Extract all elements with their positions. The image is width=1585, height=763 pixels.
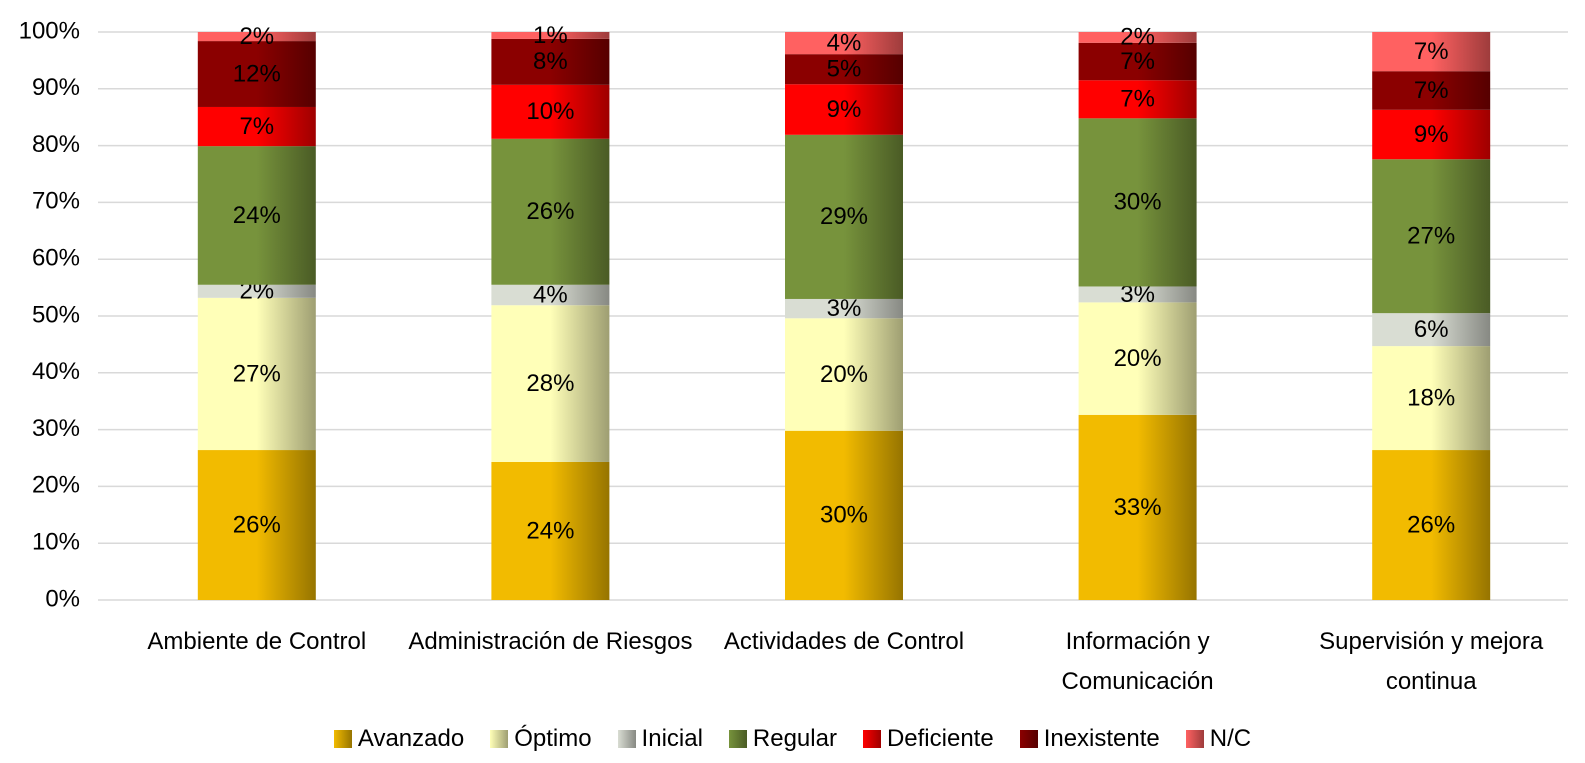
data-label: 27% <box>1407 223 1455 250</box>
data-label: 2% <box>1120 24 1155 51</box>
data-label: 7% <box>1414 77 1449 104</box>
data-label: 5% <box>827 56 862 83</box>
legend-item: Inexistente <box>1020 725 1160 753</box>
y-tick-label: 80% <box>32 131 80 158</box>
data-label: 7% <box>1414 38 1449 65</box>
x-tick-label: Ambiente de Control <box>111 622 403 662</box>
data-label: 20% <box>1114 345 1162 372</box>
data-label: 26% <box>526 198 574 225</box>
page: 0% 10% 20% 30% 40% 50% 60% 70% 80% 90% 100% 26% 27% 2… <box>0 0 1585 763</box>
y-tick-label: 60% <box>32 245 80 272</box>
legend-item: Regular <box>729 725 837 753</box>
y-tick-label: 30% <box>32 415 80 442</box>
data-label: 2% <box>239 23 274 50</box>
data-label: 33% <box>1114 494 1162 521</box>
y-tick-label: 100% <box>19 17 80 44</box>
legend-label: Regular <box>753 725 837 753</box>
data-label: 24% <box>233 202 281 229</box>
data-label: 18% <box>1407 384 1455 411</box>
legend-swatch <box>490 730 508 748</box>
legend-swatch <box>1020 730 1038 748</box>
x-tick-label: Actividades de Control <box>698 622 990 662</box>
legend-item: Inicial <box>618 725 703 753</box>
legend-swatch <box>334 730 352 748</box>
legend-label: Avanzado <box>358 725 464 753</box>
data-label: 30% <box>820 502 868 529</box>
data-label: 7% <box>239 113 274 140</box>
legend-swatch <box>618 730 636 748</box>
legend-label: Inicial <box>642 725 703 753</box>
legend-swatch <box>1186 730 1204 748</box>
data-label: 26% <box>233 511 281 538</box>
legend-label: Inexistente <box>1044 725 1160 753</box>
data-label: 7% <box>1120 86 1155 113</box>
data-label: 9% <box>1414 121 1449 148</box>
y-tick-label: 10% <box>32 529 80 556</box>
legend-swatch <box>863 730 881 748</box>
data-label: 30% <box>1114 189 1162 216</box>
x-tick-label: Supervisión y mejora continua <box>1285 622 1577 702</box>
legend-item: Avanzado <box>334 725 464 753</box>
data-label: 29% <box>820 203 868 230</box>
data-label: 1% <box>533 22 568 49</box>
y-tick-label: 70% <box>32 188 80 215</box>
data-label: 24% <box>526 517 574 544</box>
data-label: 10% <box>526 98 574 125</box>
data-label: 4% <box>827 29 862 56</box>
y-tick-label: 90% <box>32 74 80 101</box>
legend-label: N/C <box>1210 725 1251 753</box>
legend-item: Deficiente <box>863 725 994 753</box>
data-label: 8% <box>533 48 568 75</box>
data-label: 20% <box>820 361 868 388</box>
data-label: 4% <box>533 281 568 308</box>
data-label: 7% <box>1120 48 1155 75</box>
x-tick-label: Administración de Riesgos <box>404 622 696 662</box>
legend-label: Óptimo <box>514 725 591 753</box>
data-label: 3% <box>827 295 862 322</box>
y-tick-label: 0% <box>45 585 80 612</box>
data-label: 9% <box>827 96 862 123</box>
data-label: 27% <box>233 360 281 387</box>
legend-item: Óptimo <box>490 725 591 753</box>
data-label: 28% <box>526 370 574 397</box>
legend-swatch <box>729 730 747 748</box>
data-label: 12% <box>233 60 281 87</box>
legend-label: Deficiente <box>887 725 994 753</box>
legend-item: N/C <box>1186 725 1251 753</box>
data-label: 26% <box>1407 511 1455 538</box>
data-label: 6% <box>1414 316 1449 343</box>
y-tick-label: 40% <box>32 358 80 385</box>
y-tick-label: 50% <box>32 301 80 328</box>
x-tick-label: Información y Comunicación <box>992 622 1284 702</box>
y-tick-label: 20% <box>32 472 80 499</box>
legend: Avanzado Óptimo Inicial Regular Deficiente In… <box>0 725 1585 753</box>
